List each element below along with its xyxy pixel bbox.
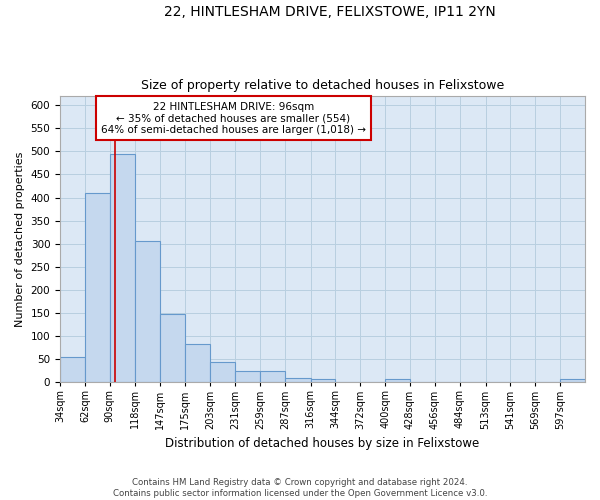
Bar <box>235 371 260 382</box>
Text: 22, HINTLESHAM DRIVE, FELIXSTOWE, IP11 2YN: 22, HINTLESHAM DRIVE, FELIXSTOWE, IP11 2… <box>164 5 496 19</box>
Bar <box>560 378 585 382</box>
Text: Contains HM Land Registry data © Crown copyright and database right 2024.
Contai: Contains HM Land Registry data © Crown c… <box>113 478 487 498</box>
Bar <box>185 344 210 383</box>
Bar <box>110 154 134 382</box>
Bar <box>85 193 110 382</box>
Bar <box>134 242 160 382</box>
Title: Size of property relative to detached houses in Felixstowe: Size of property relative to detached ho… <box>141 79 504 92</box>
Bar <box>260 371 285 382</box>
Y-axis label: Number of detached properties: Number of detached properties <box>15 152 25 327</box>
Bar <box>160 314 185 382</box>
X-axis label: Distribution of detached houses by size in Felixstowe: Distribution of detached houses by size … <box>166 437 479 450</box>
Bar <box>210 362 235 382</box>
Bar <box>385 378 410 382</box>
Bar <box>60 357 85 382</box>
Bar <box>311 378 335 382</box>
Bar <box>285 378 311 382</box>
Text: 22 HINTLESHAM DRIVE: 96sqm
← 35% of detached houses are smaller (554)
64% of sem: 22 HINTLESHAM DRIVE: 96sqm ← 35% of deta… <box>101 102 366 135</box>
